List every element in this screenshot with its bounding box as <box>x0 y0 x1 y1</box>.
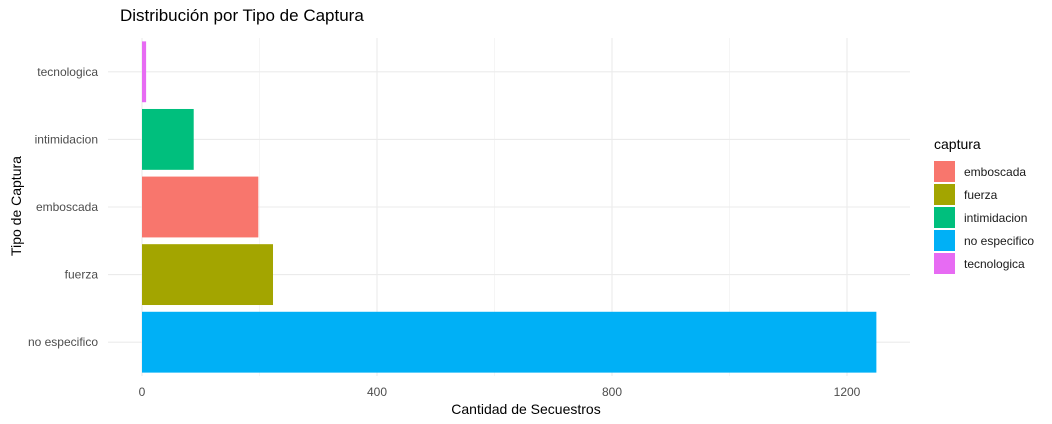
y-tick-label: tecnologica <box>37 65 98 79</box>
bar-emboscada <box>142 176 259 238</box>
legend: captura emboscada fuerza intimidacion no es… <box>934 136 1034 275</box>
legend-label: no especifico <box>964 233 1035 248</box>
legend-key <box>934 207 955 228</box>
legend-key <box>934 253 955 274</box>
y-tick-label: emboscada <box>36 200 98 214</box>
y-tick-label: intimidacion <box>35 132 98 146</box>
legend-key <box>934 161 955 182</box>
legend-item: no especifico <box>934 229 1034 252</box>
x-tick-label: 400 <box>367 385 387 399</box>
legend-label: fuerza <box>964 187 998 202</box>
x-tick-label: 0 <box>139 385 146 399</box>
y-tick-label: no especifico <box>28 335 98 349</box>
legend-item: fuerza <box>934 183 1034 206</box>
legend-key <box>934 184 955 205</box>
x-axis-title: Cantidad de Secuestros <box>451 401 601 417</box>
x-tick-label: 800 <box>602 385 622 399</box>
legend-item: emboscada <box>934 160 1034 183</box>
legend-label: tecnologica <box>964 256 1025 271</box>
legend-title: captura <box>934 136 981 152</box>
legend-key <box>934 230 955 251</box>
x-tick-label: 1200 <box>834 385 861 399</box>
y-tick-label: fuerza <box>65 268 99 282</box>
chart-title: Distribución por Tipo de Captura <box>120 6 364 25</box>
y-axis-title: Tipo de Captura <box>8 156 24 256</box>
legend-label: emboscada <box>964 164 1027 179</box>
legend-item: tecnologica <box>934 252 1034 275</box>
bar-tecnologica <box>142 41 147 103</box>
legend-label: intimidacion <box>964 210 1028 225</box>
bar-no-especifico <box>142 311 877 373</box>
bar-intimidacion <box>142 108 194 170</box>
legend-item: intimidacion <box>934 206 1034 229</box>
bar-fuerza <box>142 244 274 306</box>
